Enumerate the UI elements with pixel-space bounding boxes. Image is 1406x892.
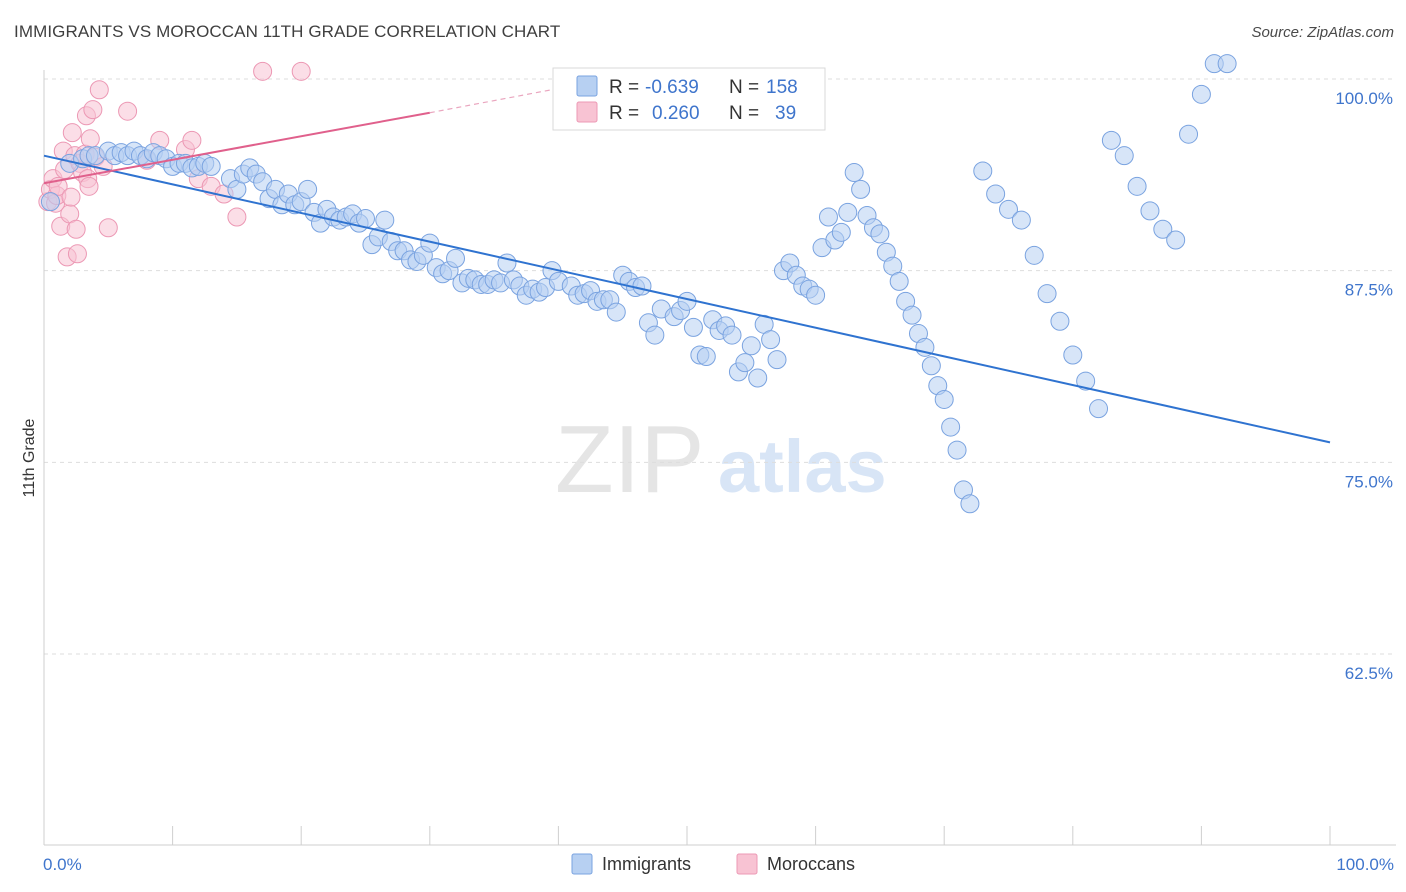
immigrants-point (1101, 130, 1121, 150)
bottom-legend: Immigrants Moroccans (571, 853, 855, 875)
immigrants-point (838, 202, 858, 222)
immigrants-point (696, 347, 716, 367)
immigrants-point (1114, 146, 1134, 166)
immigrants-point (1179, 124, 1199, 144)
immigrants-point (298, 179, 318, 199)
immigrants-point (1140, 201, 1160, 221)
legend-moroccans-swatch (736, 853, 758, 875)
immigrants-point (1191, 84, 1211, 104)
immigrants-point (999, 199, 1018, 219)
moroccans-point (79, 176, 99, 196)
x-axis-ticks (172, 826, 1331, 845)
y-tick-label: 75.0% (1345, 472, 1393, 491)
immigrants-point (735, 353, 755, 373)
immigrants-point (947, 440, 967, 460)
immigrants-point (973, 161, 993, 181)
immigrants-point (741, 336, 761, 356)
immigrants-point (1037, 284, 1057, 304)
immigrants-n-label: N = (729, 77, 759, 98)
immigrants-point (934, 389, 954, 409)
immigrants-point (446, 248, 466, 268)
y-tick-label: 62.5% (1345, 664, 1393, 683)
immigrants-point (1063, 345, 1083, 365)
immigrants-point (761, 330, 781, 350)
immigrants-point (806, 285, 826, 305)
immigrants-point (818, 207, 838, 227)
stats-legend: R = -0.639 N = 158 R = 0.260 N = 39 (552, 67, 826, 131)
immigrants-point (1024, 245, 1044, 265)
immigrants-point (870, 224, 890, 244)
moroccans-trend-line (43, 111, 430, 185)
immigrants-point (941, 417, 961, 437)
immigrants-point (683, 317, 703, 337)
moroccans-point (182, 130, 202, 150)
watermark-atlas: atlas (718, 425, 887, 508)
stats-legend-box (552, 67, 826, 131)
x-tick-label-min: 0.0% (43, 855, 82, 874)
immigrants-swatch (576, 75, 598, 97)
legend-immigrants-swatch (571, 853, 593, 875)
moroccans-swatch (576, 101, 598, 123)
immigrants-point (844, 163, 864, 183)
immigrants-point (356, 209, 375, 229)
immigrants-point (748, 368, 768, 388)
immigrants-point (851, 179, 871, 199)
immigrants-n-value: 158 (766, 77, 798, 98)
immigrants-point (1217, 54, 1237, 74)
watermark-zip: ZIP (555, 406, 704, 513)
immigrants-point (201, 156, 221, 176)
series-immigrants-points (40, 54, 1237, 514)
moroccans-point (83, 100, 103, 120)
immigrants-point (960, 494, 980, 514)
moroccans-point (67, 244, 87, 264)
moroccans-n-value: 39 (775, 103, 796, 124)
moroccans-point (118, 101, 138, 121)
immigrants-point (1089, 399, 1109, 419)
moroccans-point (291, 61, 311, 81)
source-label: Source: ZipAtlas.com (1251, 24, 1394, 41)
legend-moroccans-label: Moroccans (767, 854, 855, 874)
immigrants-point (1153, 219, 1173, 239)
immigrants-point (921, 356, 941, 376)
moroccans-point (66, 219, 86, 239)
immigrants-point (40, 192, 60, 212)
moroccans-point (98, 218, 118, 238)
immigrants-point (767, 350, 787, 370)
watermark: ZIP atlas (555, 406, 887, 513)
moroccans-point (62, 123, 82, 143)
immigrants-r-value: -0.639 (645, 77, 699, 98)
legend-immigrants-label: Immigrants (602, 854, 691, 874)
moroccans-point (80, 129, 100, 149)
immigrants-point (902, 305, 922, 325)
x-tick-label-max: 100.0% (1336, 855, 1394, 874)
immigrants-point (986, 184, 1006, 204)
moroccans-point (89, 80, 109, 100)
immigrants-r-label: R = (609, 77, 639, 98)
y-axis-title: 11th Grade (21, 418, 38, 497)
immigrants-point (375, 210, 395, 230)
immigrants-point (632, 276, 652, 296)
moroccans-n-label: N = (729, 103, 759, 124)
immigrants-point (1076, 371, 1096, 391)
moroccans-point (227, 207, 247, 227)
immigrants-point (1127, 176, 1147, 196)
immigrants-point (1011, 210, 1031, 230)
moroccans-r-value: 0.260 (652, 103, 700, 124)
immigrants-point (1166, 230, 1186, 250)
immigrants-point (645, 325, 665, 345)
y-tick-label: 100.0% (1335, 89, 1393, 108)
immigrants-point (1050, 311, 1070, 331)
moroccans-point (253, 61, 273, 81)
moroccans-r-label: R = (609, 103, 639, 124)
immigrants-point (831, 222, 851, 242)
immigrants-point (606, 302, 626, 322)
y-tick-label: 87.5% (1345, 281, 1393, 300)
y-tick-labels: 100.0% 87.5% 75.0% 62.5% (1335, 89, 1393, 683)
chart-title: IMMIGRANTS VS MOROCCAN 11TH GRADE CORREL… (14, 22, 561, 41)
immigrants-point (889, 271, 909, 291)
immigrants-point (722, 325, 742, 345)
moroccans-point (61, 187, 81, 207)
immigrants-trend-line (43, 154, 1331, 444)
